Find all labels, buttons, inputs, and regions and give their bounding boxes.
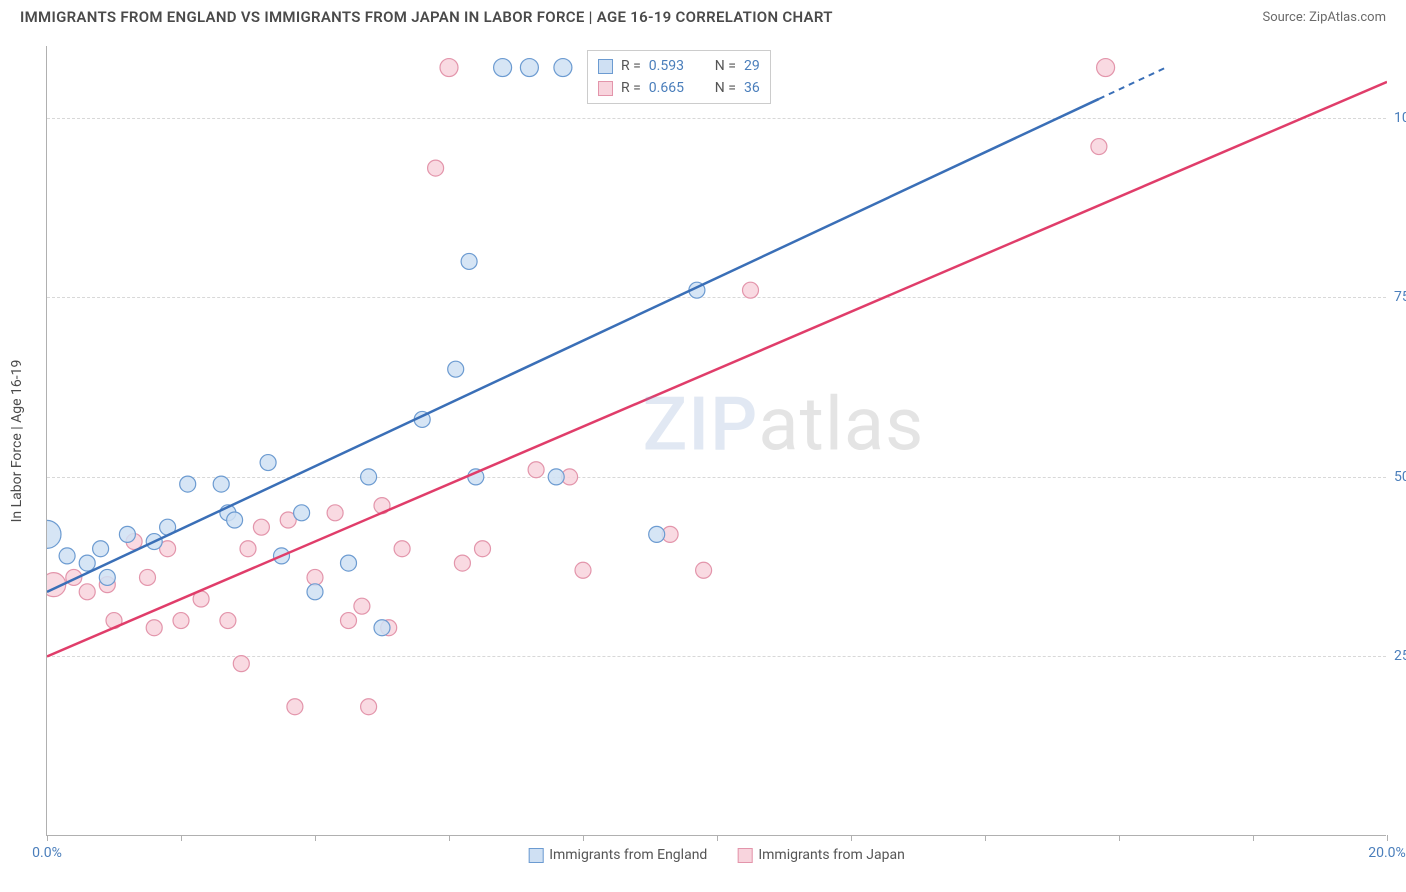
swatch-england-icon <box>598 59 613 74</box>
trendline-england-dashed <box>1099 68 1166 99</box>
y-tick-label: 25.0% <box>1394 648 1406 664</box>
stats-legend: R = 0.593 N = 29 R = 0.665 N = 36 <box>587 50 771 104</box>
chart-header: IMMIGRANTS FROM ENGLAND VS IMMIGRANTS FR… <box>0 0 1406 30</box>
swatch-japan-icon <box>737 848 752 863</box>
swatch-japan-icon <box>598 81 613 96</box>
legend-r-value-england: 0.593 <box>649 55 697 77</box>
chart-source: Source: ZipAtlas.com <box>1262 10 1386 25</box>
chart-title: IMMIGRANTS FROM ENGLAND VS IMMIGRANTS FR… <box>20 8 833 26</box>
x-tick-label: 20.0% <box>1368 845 1406 861</box>
trendline-japan <box>47 82 1387 657</box>
legend-n-label: N = <box>715 77 736 99</box>
y-tick-label: 100.0% <box>1394 110 1406 126</box>
bottom-legend-england: Immigrants from England <box>528 847 707 863</box>
swatch-england-icon <box>528 848 543 863</box>
trendline-england <box>47 99 1099 592</box>
y-tick-label: 75.0% <box>1394 289 1406 305</box>
legend-n-label: N = <box>715 55 736 77</box>
x-tick-label: 0.0% <box>32 845 62 861</box>
legend-r-value-japan: 0.665 <box>649 77 697 99</box>
bottom-legend-label-japan: Immigrants from Japan <box>758 847 904 863</box>
x-tick <box>1387 835 1388 841</box>
bottom-legend-label-england: Immigrants from England <box>549 847 707 863</box>
bottom-legend-japan: Immigrants from Japan <box>737 847 904 863</box>
stats-legend-row-japan: R = 0.665 N = 36 <box>598 77 760 99</box>
legend-r-label: R = <box>621 77 641 99</box>
y-tick-label: 50.0% <box>1394 469 1406 485</box>
legend-n-value-japan: 36 <box>744 77 760 99</box>
bottom-legend: Immigrants from England Immigrants from … <box>528 847 905 863</box>
stats-legend-row-england: R = 0.593 N = 29 <box>598 55 760 77</box>
plot-region: In Labor Force | Age 16-19 R = 0.593 N =… <box>46 46 1386 836</box>
y-axis-title: In Labor Force | Age 16-19 <box>9 359 25 522</box>
chart-area: In Labor Force | Age 16-19 R = 0.593 N =… <box>46 46 1386 836</box>
legend-r-label: R = <box>621 55 641 77</box>
regression-lines-layer <box>47 46 1387 836</box>
legend-n-value-england: 29 <box>744 55 760 77</box>
